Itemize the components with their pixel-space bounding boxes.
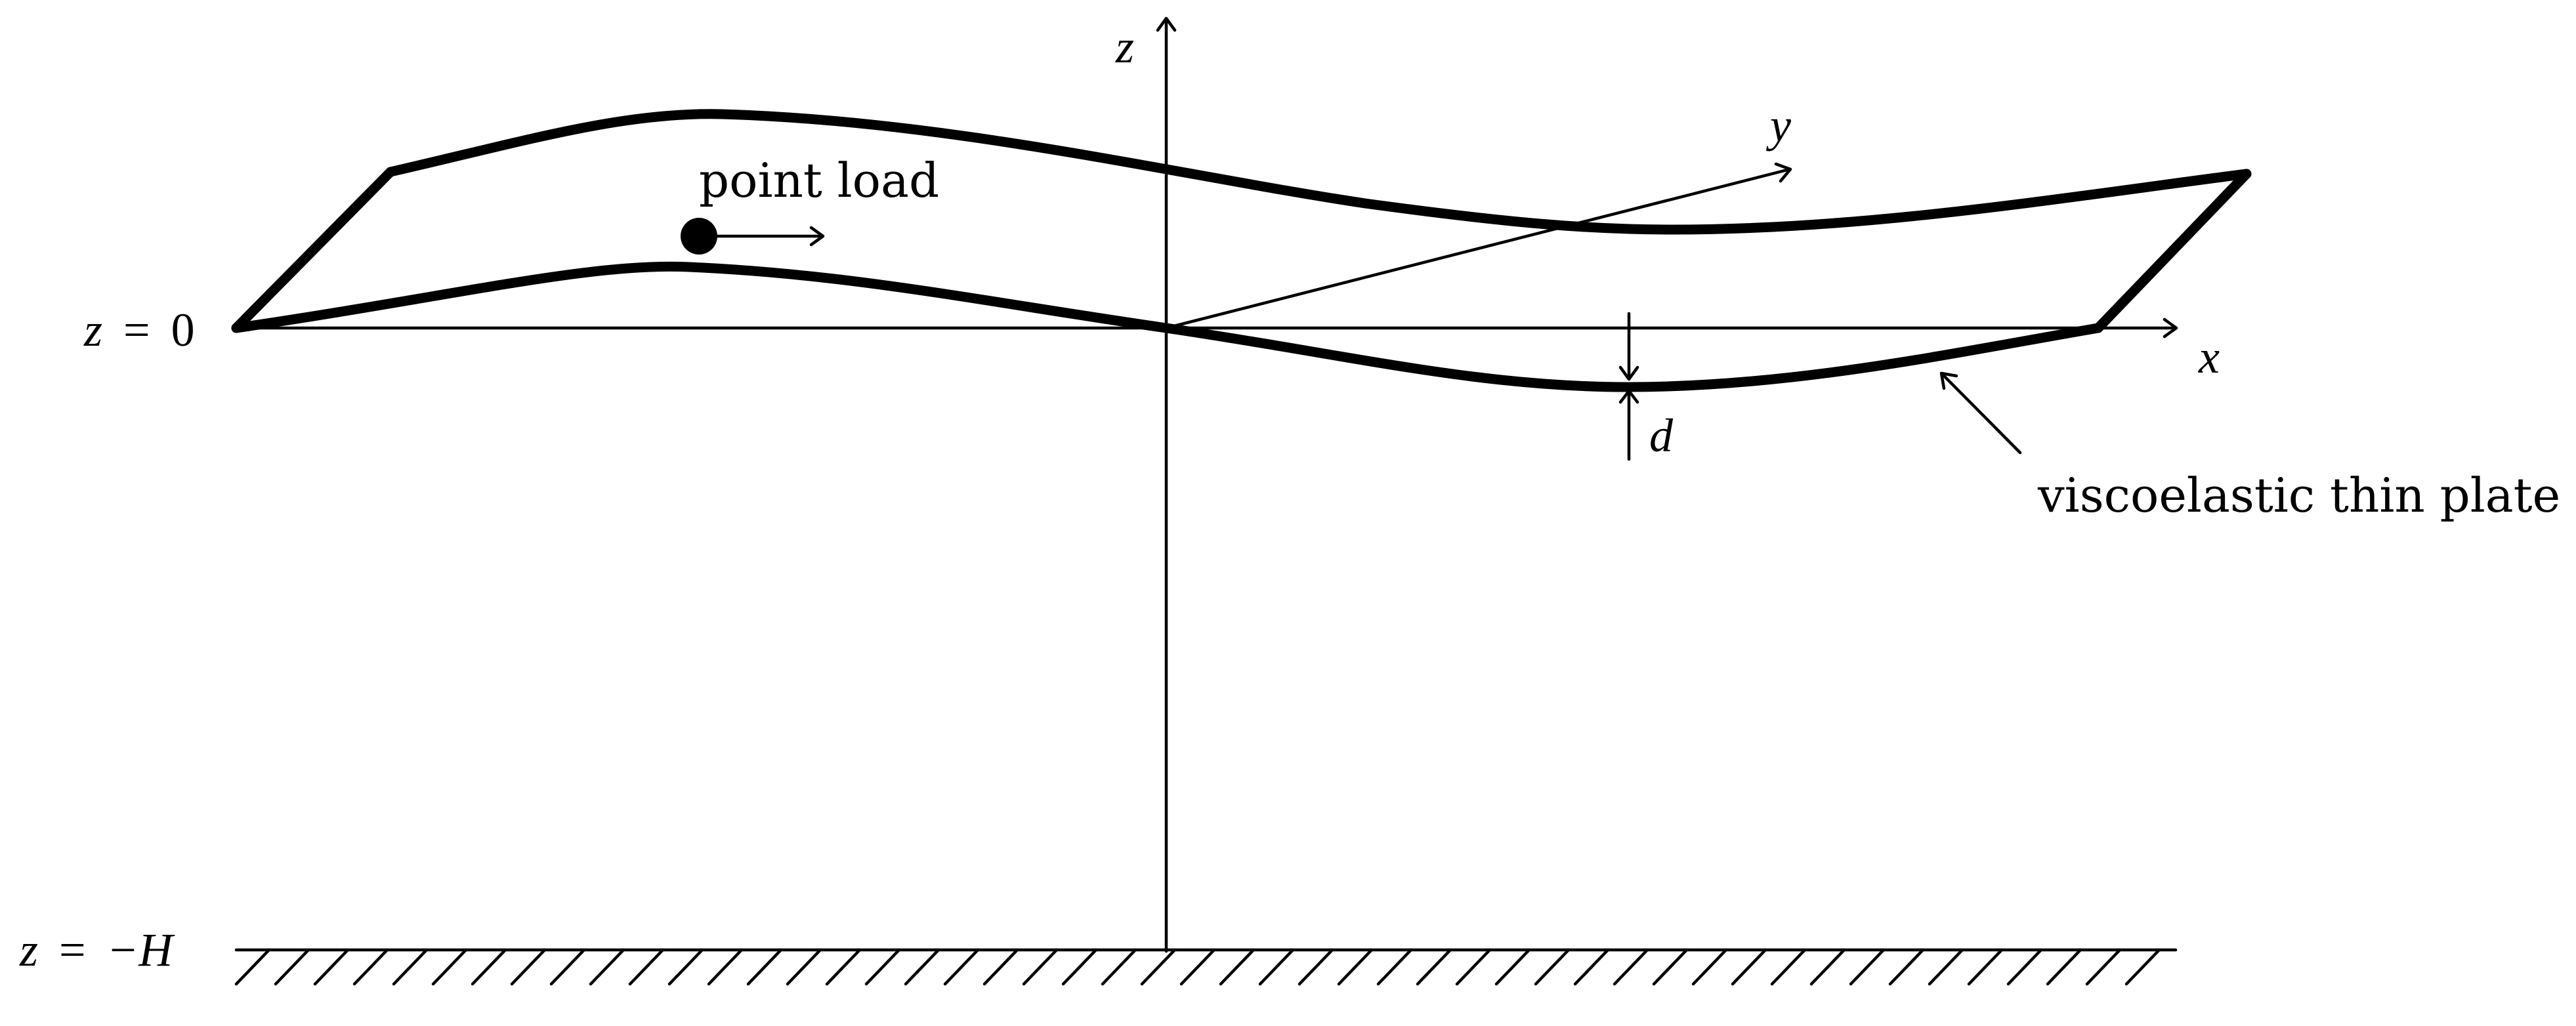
- point-load-dot: [681, 218, 717, 255]
- hatch-line: [1534, 948, 1571, 986]
- plate-pointer: [1939, 371, 2022, 455]
- thickness-indicator: [1618, 312, 1639, 461]
- hatch-line: [1061, 948, 1098, 986]
- hatch-line: [431, 948, 468, 986]
- plate-label: viscoelastic thin plate: [2037, 468, 2560, 523]
- hatch-line: [746, 948, 783, 986]
- hatch-line: [1770, 948, 1807, 986]
- hatch-line: [943, 948, 980, 986]
- hatch-line: [1022, 948, 1059, 986]
- hatch-line: [510, 948, 547, 986]
- hatch-line: [392, 948, 429, 986]
- rigid-bottom: [234, 948, 2178, 986]
- plate-far-edge: [385, 109, 2252, 235]
- hatch-line: [864, 948, 901, 986]
- z-axis: [1156, 16, 1177, 953]
- hatch-line: [2006, 948, 2043, 986]
- hatch-line: [2046, 948, 2082, 986]
- plate-right-edge: [2093, 169, 2252, 333]
- hatch-line: [1849, 948, 1886, 986]
- hatch-line: [1376, 948, 1413, 986]
- plate-left-edge: [231, 167, 396, 333]
- viscoelastic-plate: [231, 109, 2252, 392]
- plate-level-label: z = 0: [83, 304, 195, 356]
- hatch-line: [1258, 948, 1295, 986]
- hatch-line: [313, 948, 350, 986]
- hatch-line: [352, 948, 389, 986]
- x-axis-label: x: [2198, 331, 2220, 383]
- x-axis: [234, 318, 2178, 339]
- hatch-line: [825, 948, 862, 986]
- hatch-line: [1691, 948, 1728, 986]
- hatch-line: [982, 948, 1019, 986]
- hatch-line: [1337, 948, 1374, 986]
- bottom-hatching: [234, 948, 2161, 986]
- hatch-line: [1140, 948, 1177, 986]
- thickness-label: d: [1649, 409, 1674, 462]
- hatch-line: [1928, 948, 1964, 986]
- y-axis-label: y: [1765, 99, 1791, 152]
- z-axis-label: z: [1115, 20, 1134, 73]
- bottom-level-label: z = −H: [19, 924, 175, 976]
- hatch-line: [1652, 948, 1689, 986]
- hatch-line: [707, 948, 744, 986]
- hatch-line: [1101, 948, 1137, 986]
- hatch-line: [1455, 948, 1492, 986]
- hatch-line: [1967, 948, 2004, 986]
- point-load-arrow: [809, 226, 825, 247]
- hatch-line: [904, 948, 940, 986]
- hatch-line: [667, 948, 704, 986]
- point-load-label: point load: [699, 153, 939, 208]
- hatch-line: [549, 948, 586, 986]
- hatch-line: [1298, 948, 1334, 986]
- hatch-line: [471, 948, 507, 986]
- hatch-line: [234, 948, 271, 986]
- point-load: [681, 218, 825, 255]
- hatch-line: [628, 948, 665, 986]
- hatch-line: [589, 948, 625, 986]
- hatch-line: [274, 948, 310, 986]
- hatch-line: [1613, 948, 1649, 986]
- hatch-line: [1731, 948, 1767, 986]
- hatch-line: [1179, 948, 1216, 986]
- hatch-line: [1416, 948, 1452, 986]
- hatch-line: [1494, 948, 1531, 986]
- hatch-line: [1888, 948, 1925, 986]
- hatch-line: [1219, 948, 1256, 986]
- hatch-line: [2085, 948, 2122, 986]
- hatch-line: [1809, 948, 1846, 986]
- plate-near-edge: [231, 261, 2103, 392]
- hatch-line: [2124, 948, 2161, 986]
- hatch-line: [786, 948, 822, 986]
- y-axis: [1164, 162, 1792, 330]
- hatch-line: [1573, 948, 1610, 986]
